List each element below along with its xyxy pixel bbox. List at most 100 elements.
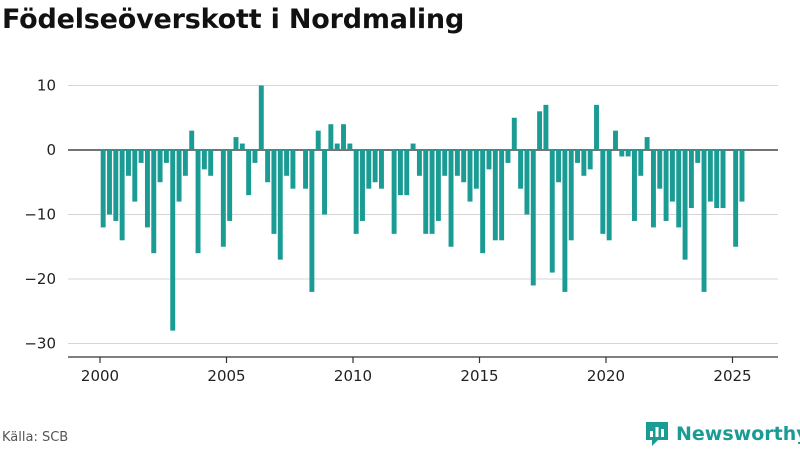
bar [246,150,252,196]
newsworthy-logo-icon [646,422,668,446]
bar [410,143,416,150]
bar [290,150,296,189]
bar [606,150,612,241]
bar [378,150,384,189]
x-tick-label: 2015 [460,367,498,385]
bar [220,150,226,247]
bar [575,150,581,163]
y-tick-labels: 10 0 −10 −20 −30 [24,77,56,353]
bar [170,150,176,331]
x-tick-label: 2020 [587,367,625,385]
bar [182,150,188,176]
bar [594,104,599,150]
x-axis: 2000 2005 2010 2015 2020 2025 [68,356,778,385]
bar [404,150,410,196]
bar [663,150,669,221]
bar [650,150,656,228]
bar [201,150,207,170]
bar [619,150,625,157]
y-tick-label: −10 [24,206,56,224]
bar [258,85,264,150]
bar [442,150,448,176]
bar [435,150,441,221]
bar [341,124,346,150]
bar [107,150,112,215]
bar [391,150,397,234]
bar [562,150,568,292]
bar [480,150,486,254]
bar [322,150,328,215]
bar [518,150,524,189]
bar [100,150,106,228]
bar [144,150,150,228]
bar [189,130,195,150]
bar [163,150,169,163]
bar [252,150,258,163]
bar [125,150,131,176]
bars [100,85,745,331]
bar [233,137,239,150]
bar [461,150,467,183]
brand-name: Newsworthy [676,423,800,445]
x-tick-label: 2010 [334,367,372,385]
bar [638,150,644,176]
bar [416,150,422,176]
bar [360,150,365,221]
bar [132,150,138,202]
bar [423,150,429,234]
bar [347,143,353,150]
bar [682,150,688,260]
bar [353,150,359,234]
bar [644,137,650,150]
bar [631,150,637,221]
bar [556,150,562,183]
bar [277,150,283,260]
bar [549,150,555,273]
bar [720,150,726,209]
bar [138,150,144,163]
y-tick-label: −20 [24,270,56,288]
bar [511,117,517,150]
bar [600,150,606,234]
bar [568,150,574,241]
bar [208,150,214,176]
bar [733,150,739,247]
bar [265,150,271,183]
bar [315,130,321,150]
bar [625,150,631,157]
x-tick-label: 2005 [207,367,245,385]
bar [176,150,182,202]
bar [657,150,663,189]
bar [151,150,157,254]
bar [239,143,245,150]
bar [113,150,119,221]
bar [271,150,277,234]
bar [701,150,707,292]
bar [543,104,549,150]
bar [454,150,460,176]
bar [429,150,435,234]
bar [284,150,290,176]
brand-logo[interactable]: Newsworthy [644,420,800,448]
bar [473,150,479,189]
y-tick-label: −30 [24,335,56,353]
bar [587,150,593,170]
bar [467,150,473,202]
bar [695,150,701,163]
y-tick-label: 10 [37,77,56,95]
bar [303,150,309,189]
bar [688,150,694,209]
source-note: Källa: SCB [2,430,69,445]
bar [707,150,713,202]
bar [524,150,530,215]
bar [309,150,315,292]
chart-title: Födelseöverskott i Nordmaling [2,4,465,35]
bar [505,150,511,163]
bar [676,150,682,228]
bar [613,130,618,150]
x-tick-label: 2025 [713,367,751,385]
bar [157,150,163,183]
bar [119,150,125,241]
bar [492,150,498,241]
